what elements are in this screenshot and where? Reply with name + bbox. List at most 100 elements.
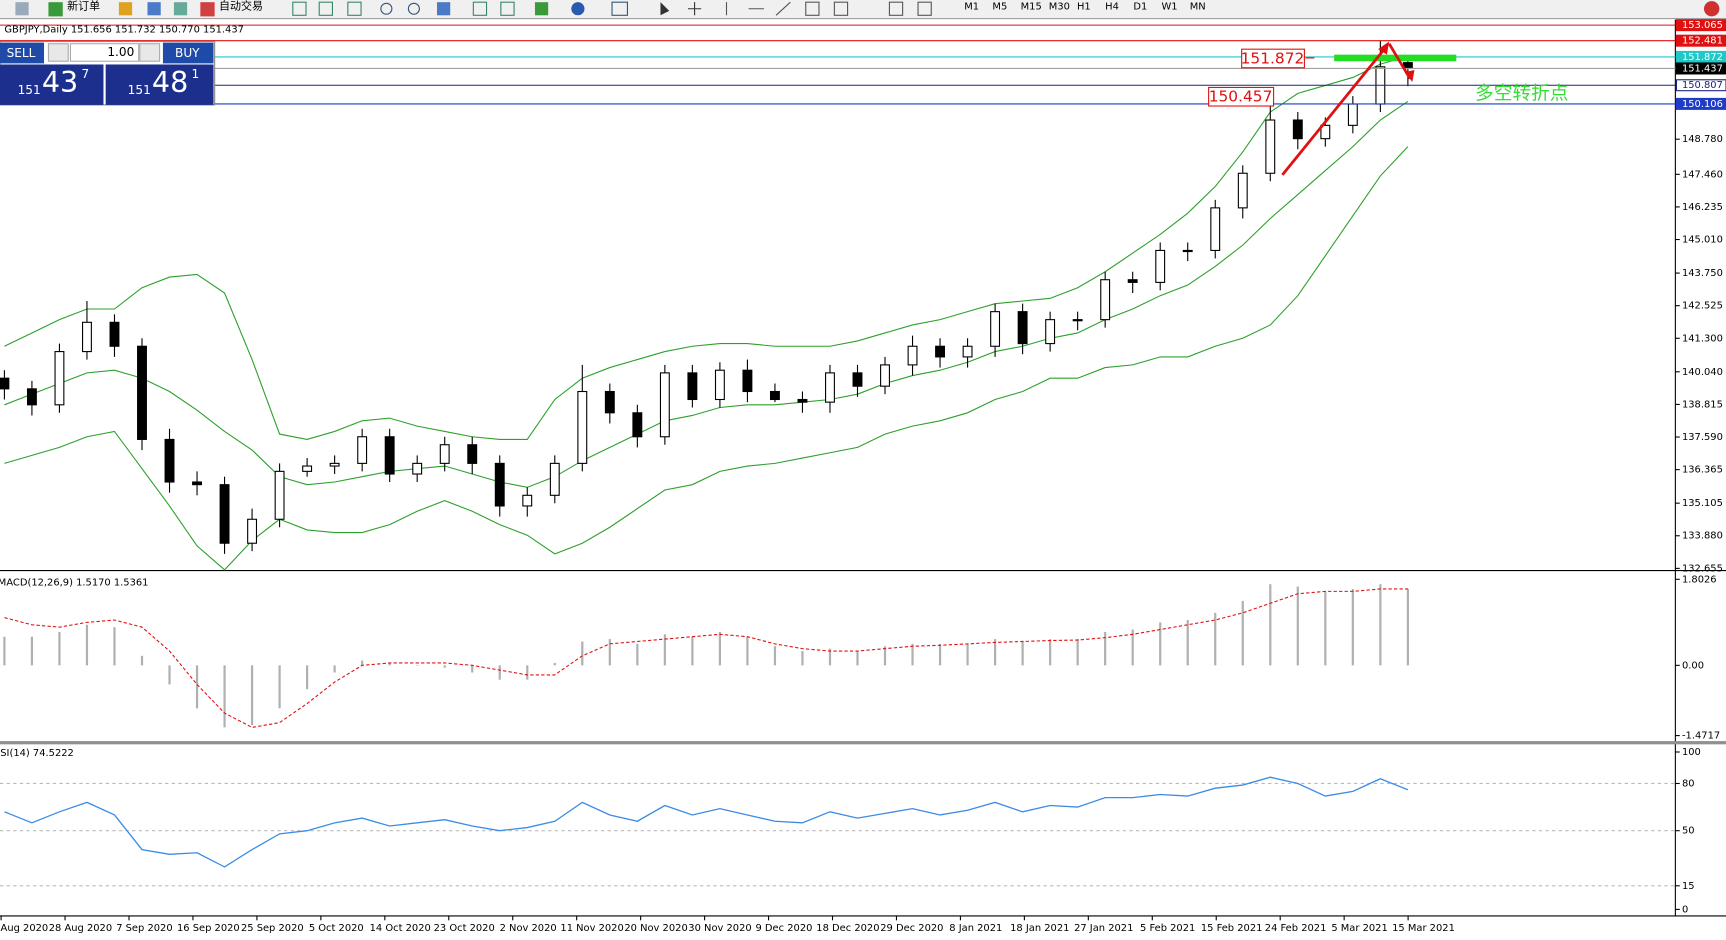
y-tick-label: 133.880 bbox=[1682, 531, 1723, 542]
macd-bar bbox=[718, 631, 722, 666]
timeframe-button[interactable]: MN bbox=[1190, 2, 1206, 13]
lots-down[interactable] bbox=[47, 43, 69, 62]
y-tick-label: 0 bbox=[1682, 904, 1688, 915]
ask-big[interactable]: 151 bbox=[128, 83, 151, 97]
lots-input[interactable] bbox=[69, 43, 140, 62]
timeframe-button[interactable]: D1 bbox=[1133, 2, 1147, 13]
icon[interactable] bbox=[571, 2, 585, 16]
macd-bar bbox=[278, 665, 281, 709]
macd-bar bbox=[663, 634, 666, 666]
icon[interactable] bbox=[118, 2, 133, 16]
macd-bar bbox=[1021, 641, 1024, 666]
icon[interactable] bbox=[292, 1, 307, 16]
candle-body bbox=[990, 311, 1001, 347]
icon[interactable] bbox=[437, 2, 451, 16]
rsi-line bbox=[4, 776, 1409, 868]
icon[interactable] bbox=[15, 2, 29, 16]
bollinger-band bbox=[4, 146, 1409, 571]
bid-small[interactable]: 7 bbox=[81, 67, 89, 81]
icon[interactable] bbox=[611, 1, 628, 16]
bid-main[interactable]: 43 bbox=[42, 66, 78, 99]
new-order-icon[interactable] bbox=[48, 2, 63, 17]
icon[interactable] bbox=[500, 1, 515, 16]
y-tick-label: 80 bbox=[1682, 778, 1695, 789]
macd-bar bbox=[306, 665, 309, 690]
sell-label[interactable]: SELL bbox=[7, 46, 36, 60]
icon[interactable] bbox=[147, 2, 161, 16]
x-tick-label: 15 Mar 2021 bbox=[1392, 923, 1455, 934]
bid-box[interactable] bbox=[0, 64, 104, 105]
buy-button[interactable] bbox=[162, 42, 214, 64]
macd-bar bbox=[168, 665, 171, 685]
icon[interactable] bbox=[917, 1, 932, 16]
x-tick-label: 27 Jan 2021 bbox=[1074, 923, 1133, 934]
icon[interactable] bbox=[888, 1, 904, 16]
macd-bar bbox=[1324, 591, 1327, 666]
timeframe-button[interactable]: W1 bbox=[1162, 2, 1178, 13]
macd-bar bbox=[1076, 639, 1079, 666]
timeframe-button[interactable]: H4 bbox=[1105, 2, 1119, 13]
crosshair[interactable] bbox=[687, 2, 702, 16]
x-tick-label: 25 Sep 2020 bbox=[241, 923, 304, 934]
zoom-out[interactable] bbox=[407, 2, 420, 15]
auto-trading-icon[interactable] bbox=[200, 2, 215, 17]
candle-body bbox=[82, 321, 92, 353]
macd-bar bbox=[1186, 620, 1189, 666]
sell-button[interactable] bbox=[0, 42, 45, 64]
zoom-in[interactable] bbox=[380, 2, 393, 15]
icon[interactable] bbox=[833, 1, 849, 16]
timeframe-button[interactable]: M5 bbox=[992, 2, 1007, 13]
lots-up[interactable] bbox=[139, 43, 161, 62]
alert-icon[interactable] bbox=[1703, 1, 1720, 17]
auto-trading[interactable]: 自动交易 bbox=[219, 0, 263, 13]
new-order[interactable]: 新订单 bbox=[67, 0, 100, 13]
candle-body bbox=[1017, 311, 1028, 345]
timeframe-button[interactable]: M1 bbox=[964, 2, 979, 13]
ask-main[interactable]: 48 bbox=[152, 66, 188, 99]
candle-body bbox=[825, 372, 835, 403]
y-tick-label: 147.460 bbox=[1682, 169, 1723, 180]
icon[interactable] bbox=[534, 2, 549, 16]
ask-small[interactable]: 1 bbox=[192, 67, 200, 81]
timeframe-button[interactable]: M30 bbox=[1049, 2, 1070, 13]
candle-body bbox=[1347, 103, 1358, 126]
y-tick-label: 141.300 bbox=[1682, 333, 1723, 344]
icon[interactable] bbox=[805, 1, 820, 16]
annotation: 150.457 bbox=[1209, 88, 1273, 106]
macd-bar bbox=[1241, 600, 1244, 666]
y-tick-label: 15 bbox=[1682, 881, 1695, 892]
candle-body bbox=[274, 470, 285, 520]
candle-body bbox=[962, 345, 973, 358]
macd-bar bbox=[30, 636, 34, 666]
candle-body bbox=[549, 462, 560, 496]
lots-value[interactable]: 1.00 bbox=[107, 45, 134, 59]
y-tick-label: 50 bbox=[1682, 826, 1695, 837]
icon[interactable] bbox=[318, 1, 333, 16]
candle-body bbox=[852, 372, 863, 387]
x-tick-label: 5 Mar 2021 bbox=[1331, 923, 1387, 934]
timeframe-button[interactable]: H1 bbox=[1077, 2, 1091, 13]
ask-box[interactable] bbox=[105, 64, 214, 105]
timeframe-button[interactable]: M15 bbox=[1021, 2, 1042, 13]
macd-bar bbox=[85, 624, 89, 666]
cursor[interactable] bbox=[660, 2, 670, 16]
price-level-box bbox=[1675, 79, 1726, 92]
annotation-box bbox=[1208, 86, 1275, 107]
y-tick-label: 0.00 bbox=[1682, 660, 1704, 671]
y-tick-label: 142.525 bbox=[1682, 301, 1723, 312]
buy-label[interactable]: BUY bbox=[175, 46, 200, 60]
candle-body bbox=[935, 345, 946, 358]
candle-body bbox=[412, 462, 423, 475]
icon[interactable] bbox=[173, 2, 188, 16]
x-tick-label: 24 Feb 2021 bbox=[1265, 923, 1327, 934]
x-tick-label: 8 Jan 2021 bbox=[949, 923, 1002, 934]
bid-big[interactable]: 151 bbox=[18, 83, 41, 97]
icon[interactable] bbox=[472, 1, 488, 16]
macd-bar bbox=[773, 646, 777, 666]
icon[interactable] bbox=[347, 1, 362, 16]
price-level-label: 150.106 bbox=[1682, 99, 1723, 110]
draw-tools[interactable] bbox=[725, 1, 791, 16]
macd-bar bbox=[333, 665, 336, 673]
candle-body bbox=[1237, 172, 1248, 209]
candle-body bbox=[494, 462, 505, 507]
